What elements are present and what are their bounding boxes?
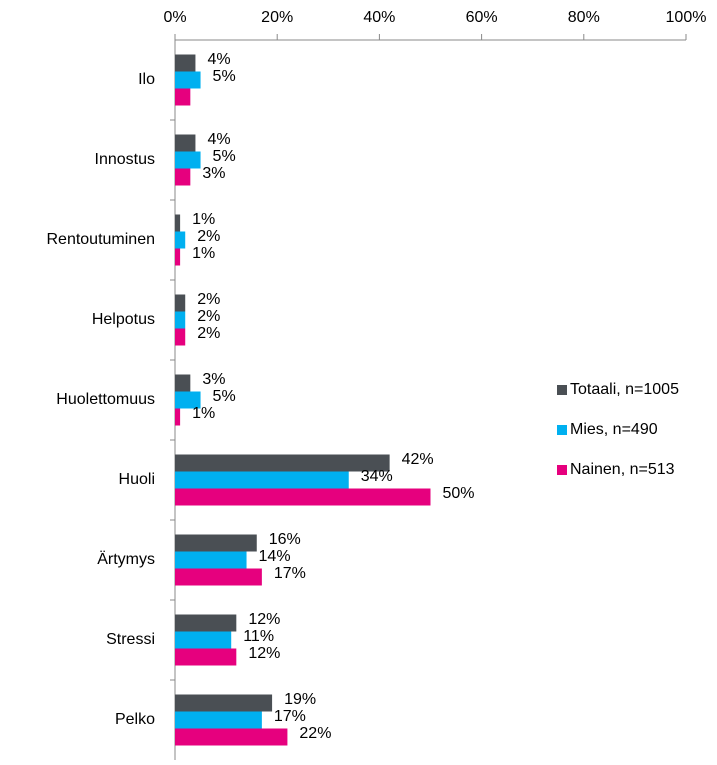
- data-label: 2%: [197, 291, 220, 308]
- legend-label: Totaali, n=1005: [570, 381, 679, 398]
- bar: [175, 231, 186, 249]
- legend-label: Mies, n=490: [570, 421, 658, 438]
- bar: [175, 88, 191, 106]
- bar: [175, 614, 237, 632]
- data-label: 42%: [402, 451, 434, 468]
- x-tick-label: 60%: [466, 9, 498, 26]
- x-tick-label: 40%: [363, 9, 395, 26]
- bar: [175, 534, 257, 552]
- data-label: 4%: [207, 131, 230, 148]
- data-label: 22%: [299, 725, 331, 742]
- data-label: 17%: [274, 565, 306, 582]
- data-label: 1%: [192, 405, 215, 422]
- data-label: 3%: [202, 371, 225, 388]
- data-label: 14%: [259, 548, 291, 565]
- bar: [175, 711, 262, 729]
- data-label: 34%: [361, 468, 393, 485]
- bar: [175, 168, 191, 186]
- x-tick-label: 0%: [163, 9, 186, 26]
- data-label: 11%: [243, 628, 274, 645]
- bar: [175, 248, 181, 266]
- data-label: 12%: [248, 611, 280, 628]
- data-label: 17%: [274, 708, 306, 725]
- bar: [175, 694, 273, 712]
- bar: [175, 471, 349, 489]
- bar: [175, 294, 186, 312]
- data-label: 12%: [248, 645, 280, 662]
- data-label: 5%: [213, 68, 236, 85]
- legend-swatch: [557, 385, 567, 395]
- bar: [175, 648, 237, 666]
- bar: [175, 374, 191, 392]
- y-tick-label: Stressi: [106, 631, 155, 648]
- legend-swatch: [557, 465, 567, 475]
- y-tick-label: Innostus: [95, 151, 155, 168]
- data-label: 2%: [197, 325, 220, 342]
- y-tick-label: Huoli: [119, 471, 155, 488]
- y-tick-label: Huolettomuus: [56, 391, 155, 408]
- bar: [175, 71, 201, 89]
- legend-label: Nainen, n=513: [570, 461, 675, 478]
- x-tick-label: 100%: [666, 9, 707, 26]
- bar: [175, 631, 232, 649]
- y-tick-label: Ilo: [138, 71, 155, 88]
- bar: [175, 214, 181, 232]
- data-label: 1%: [192, 245, 215, 262]
- bar: [175, 568, 262, 586]
- x-tick-label: 80%: [568, 9, 600, 26]
- data-label: 16%: [269, 531, 301, 548]
- y-tick-label: Helpotus: [92, 311, 155, 328]
- bar: [175, 151, 201, 169]
- bar: [175, 728, 288, 746]
- bar: [175, 311, 186, 329]
- data-label: 4%: [207, 51, 230, 68]
- data-label: 19%: [284, 691, 316, 708]
- bar: [175, 54, 196, 72]
- legend-swatch: [557, 425, 567, 435]
- bar: [175, 454, 390, 472]
- y-tick-label: Pelko: [115, 711, 155, 728]
- data-label: 2%: [197, 228, 220, 245]
- bar: [175, 551, 247, 569]
- bar: [175, 328, 186, 346]
- x-tick-label: 20%: [261, 9, 293, 26]
- y-tick-label: Rentoutuminen: [46, 231, 155, 248]
- data-label: 5%: [213, 148, 236, 165]
- bar: [175, 488, 431, 506]
- data-label: 3%: [202, 165, 225, 182]
- data-label: 1%: [192, 211, 215, 228]
- bar: [175, 408, 181, 426]
- y-tick-label: Ärtymys: [97, 550, 155, 568]
- data-label: 50%: [443, 485, 475, 502]
- data-label: 2%: [197, 308, 220, 325]
- data-label: 5%: [213, 388, 236, 405]
- bar: [175, 391, 201, 409]
- bar: [175, 134, 196, 152]
